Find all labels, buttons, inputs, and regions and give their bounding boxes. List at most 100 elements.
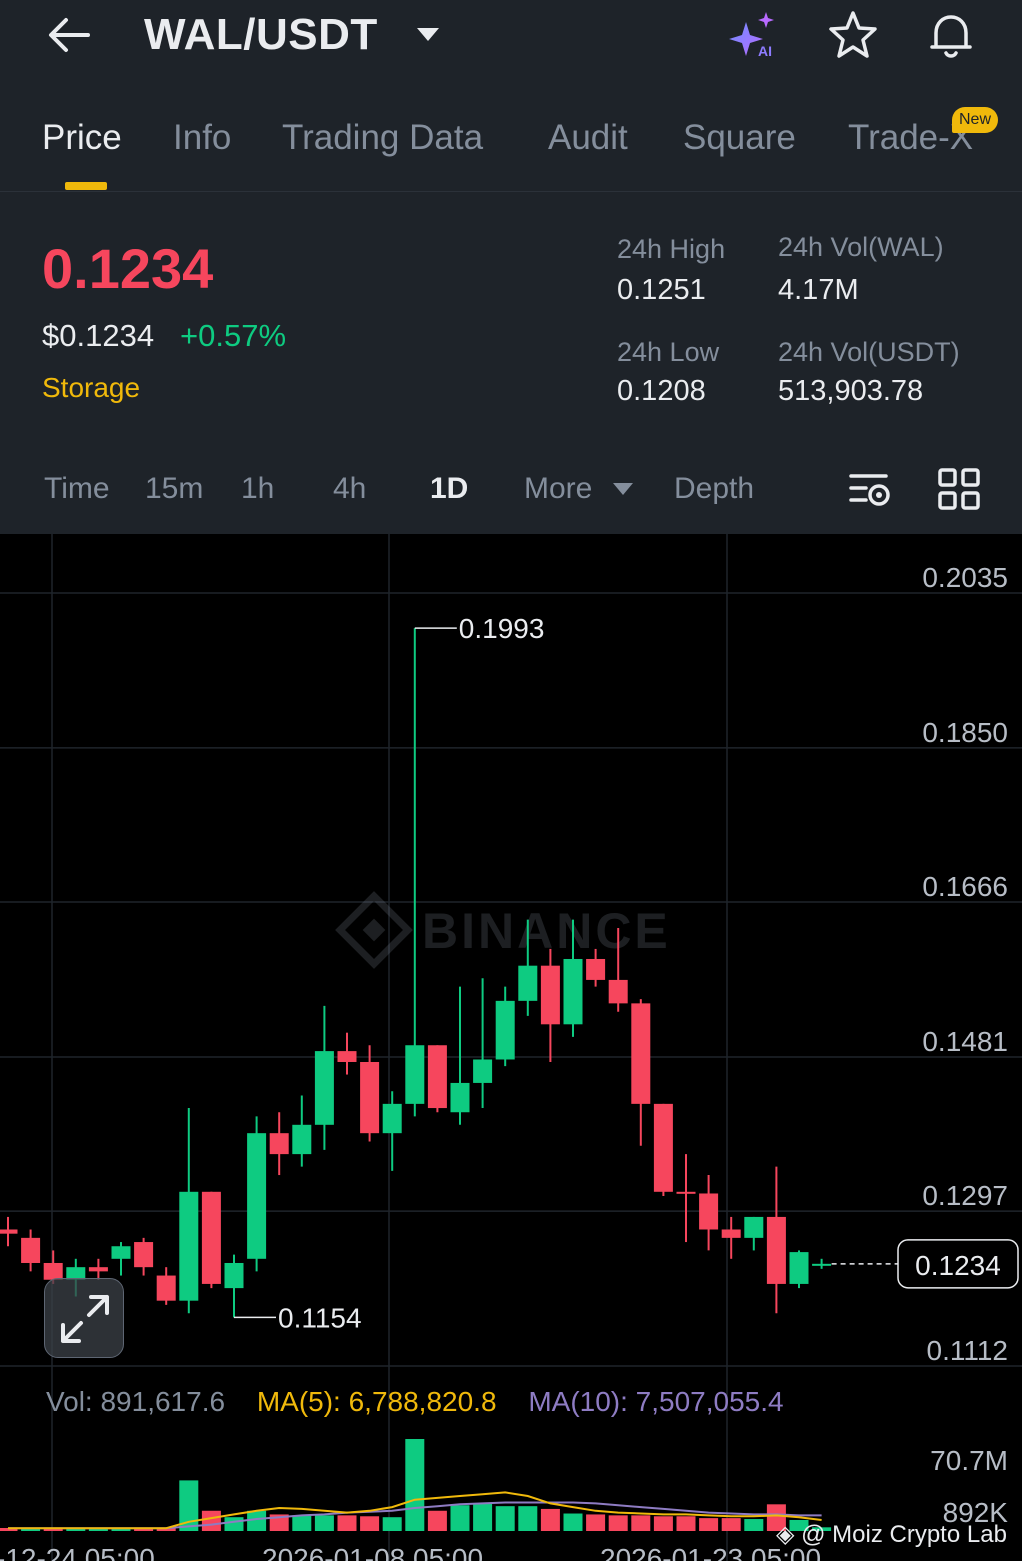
volume-bar: [201, 1510, 221, 1531]
volume-bar: [495, 1506, 515, 1531]
chevron-down-icon[interactable]: [414, 20, 442, 48]
y-tick-label: 0.1481: [922, 1026, 1008, 1057]
volume-tick-label: 892K: [943, 1497, 1009, 1528]
bell-icon[interactable]: [924, 8, 978, 62]
volume-bar: [156, 1528, 176, 1531]
high-label: 0.1993: [459, 613, 545, 644]
interval-15m[interactable]: 15m: [145, 472, 204, 505]
star-icon[interactable]: [826, 8, 880, 62]
volume-bar: [631, 1515, 651, 1531]
diamond-logo-icon: ◈: [776, 1521, 795, 1548]
candle-body: [427, 1045, 447, 1109]
volume-bars: [0, 1439, 832, 1531]
arrow-left-icon[interactable]: [44, 12, 94, 58]
grid-layout-icon[interactable]: [934, 464, 984, 514]
volume-bar: [586, 1514, 606, 1531]
volume-bar: [88, 1528, 108, 1531]
vol-quote-value: 513,903.78: [778, 375, 924, 407]
annotations: 0.1993 0.1154 0.1234: [234, 613, 1019, 1333]
volume-bar: [744, 1519, 764, 1531]
usd-price: $0.1234: [42, 318, 155, 353]
credit-text: @ Moiz Crypto Lab: [801, 1521, 1007, 1548]
low-label: 0.1154: [278, 1302, 362, 1333]
volume-bar: [653, 1516, 673, 1531]
candles: [0, 628, 832, 1318]
volume-bar: [540, 1508, 560, 1531]
candle-body: [450, 1082, 470, 1113]
candle-body: [766, 1216, 786, 1284]
x-tick-label: 2026-01-23 05:00: [600, 1543, 821, 1561]
candle-body: [88, 1267, 108, 1272]
volume-tick-label: 70.7M: [930, 1445, 1008, 1476]
ma5-line: [8, 1491, 822, 1530]
indicator-settings-icon[interactable]: [846, 464, 896, 514]
volume-bar: [405, 1439, 425, 1531]
candle-body: [269, 1133, 289, 1155]
candle-body: [721, 1229, 741, 1238]
vol-quote-label: 24h Vol(USDT): [778, 337, 960, 367]
candle-body: [21, 1237, 41, 1263]
volume-bar: [111, 1528, 131, 1531]
credit-watermark: ◈ @ Moiz Crypto Lab: [776, 1520, 1007, 1549]
candle-body: [473, 1059, 493, 1083]
vol-label: Vol: 891,617.6: [46, 1386, 226, 1417]
volume-bar: [247, 1510, 267, 1531]
x-tick-label: -12-24 05:00: [0, 1543, 155, 1561]
volume-legend: Vol: 891,617.6 MA(5): 6,788,820.8 MA(10)…: [46, 1386, 784, 1418]
candle-body: [653, 1103, 673, 1192]
candle-body: [314, 1051, 334, 1125]
volume-bar: [766, 1504, 786, 1531]
top-bar: WAL/USDT AI: [0, 0, 1022, 80]
vol-base-label: 24h Vol(WAL): [778, 232, 944, 262]
current-price-box: [897, 1239, 1019, 1289]
candle-body: [111, 1246, 131, 1259]
candle-body: [495, 1000, 515, 1060]
low-label: 24h Low: [617, 337, 720, 367]
tab-trading-data[interactable]: Trading Data: [282, 118, 484, 157]
tab-price[interactable]: Price: [42, 118, 122, 157]
x-tick-label: 2026-01-08 05:00: [262, 1543, 483, 1561]
tab-square[interactable]: Square: [683, 118, 796, 157]
current-price-label: 0.1234: [915, 1250, 1001, 1281]
interval-4h[interactable]: 4h: [333, 472, 367, 505]
volume-bar: [518, 1506, 538, 1531]
market-header-panel: WAL/USDT AI Price Info Trading Data Audi…: [0, 0, 1022, 534]
price-change-percent: +0.57%: [180, 318, 287, 353]
tab-audit[interactable]: Audit: [548, 118, 628, 157]
volume-axis: 70.7M 892K: [930, 1445, 1008, 1528]
expand-icon: [61, 1295, 109, 1343]
x-axis: -12-24 05:00 2026-01-08 05:00 2026-01-23 0…: [0, 1543, 821, 1561]
candle-body: [292, 1124, 312, 1155]
chevron-down-icon[interactable]: [612, 480, 634, 498]
volume-bar: [450, 1505, 470, 1531]
y-tick-label: 0.2035: [922, 562, 1008, 593]
depth-tab[interactable]: Depth: [674, 472, 755, 505]
candle-body: [247, 1133, 267, 1259]
interval-1d[interactable]: 1D: [430, 472, 469, 505]
candlestick-chart[interactable]: BINANCE 0.2035 0.1850 0.1666 0.1481 0.1297 0.…: [0, 534, 1022, 1561]
category-tag[interactable]: Storage: [42, 372, 141, 403]
ai-sparkle-icon[interactable]: AI: [726, 8, 780, 62]
new-badge: New: [952, 107, 998, 133]
candle-body: [134, 1242, 154, 1268]
candle-body: [66, 1267, 86, 1280]
chart-canvas[interactable]: BINANCE 0.20350.18500.16660.14810.12970.…: [0, 534, 1022, 1561]
interval-more[interactable]: More: [524, 472, 593, 505]
fullscreen-button[interactable]: [44, 1278, 124, 1358]
candle-body: [337, 1051, 357, 1062]
volume-bar: [0, 1528, 18, 1531]
volume-bar: [179, 1480, 199, 1531]
volume-bar: [789, 1519, 809, 1531]
interval-1h[interactable]: 1h: [241, 472, 275, 505]
pair-selector[interactable]: WAL/USDT: [144, 10, 378, 59]
candle-body: [744, 1216, 764, 1238]
candle-body: [608, 979, 628, 1004]
candle-body: [360, 1061, 380, 1134]
low-value: 0.1208: [617, 375, 706, 407]
y-tick-label: 0.1112: [927, 1335, 1008, 1366]
volume-bar: [314, 1515, 334, 1531]
candle-body: [631, 1003, 651, 1104]
interval-time[interactable]: Time: [44, 472, 110, 505]
tab-info[interactable]: Info: [173, 118, 232, 157]
volume-bar: [563, 1513, 583, 1531]
